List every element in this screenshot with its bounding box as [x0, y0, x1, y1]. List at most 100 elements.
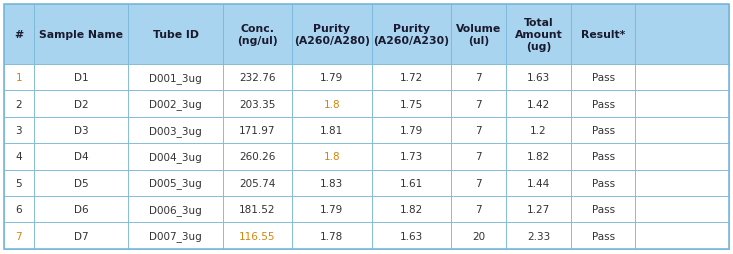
- Text: D005_3ug: D005_3ug: [150, 178, 202, 189]
- Bar: [292, 144, 372, 170]
- Text: 1.8: 1.8: [323, 152, 340, 162]
- Bar: [635, 65, 729, 91]
- Bar: [635, 117, 729, 144]
- Bar: [128, 144, 223, 170]
- Text: D002_3ug: D002_3ug: [150, 99, 202, 110]
- Text: D4: D4: [74, 152, 89, 162]
- Text: 1.75: 1.75: [400, 99, 423, 109]
- Bar: [506, 117, 571, 144]
- Bar: [292, 196, 372, 223]
- Bar: [34, 65, 128, 91]
- Bar: [571, 170, 635, 196]
- Text: 1.81: 1.81: [320, 125, 343, 136]
- Bar: [128, 170, 223, 196]
- Text: Sample Name: Sample Name: [40, 30, 123, 40]
- Bar: [128, 117, 223, 144]
- Bar: [635, 91, 729, 117]
- Bar: [506, 170, 571, 196]
- Text: Pass: Pass: [592, 231, 615, 241]
- Text: 1.82: 1.82: [400, 204, 423, 214]
- Text: Pass: Pass: [592, 204, 615, 214]
- Bar: [571, 65, 635, 91]
- Text: D006_3ug: D006_3ug: [150, 204, 202, 215]
- Bar: [452, 223, 506, 249]
- Bar: [506, 223, 571, 249]
- Text: 1.42: 1.42: [527, 99, 550, 109]
- Text: 181.52: 181.52: [239, 204, 276, 214]
- Text: 2.33: 2.33: [527, 231, 550, 241]
- Text: D003_3ug: D003_3ug: [150, 125, 202, 136]
- Bar: [223, 196, 292, 223]
- Bar: [452, 170, 506, 196]
- Bar: [128, 5, 223, 65]
- Text: 1: 1: [15, 73, 22, 83]
- Text: Conc.
(ng/ul): Conc. (ng/ul): [237, 24, 278, 46]
- Bar: [372, 65, 452, 91]
- Bar: [372, 117, 452, 144]
- Bar: [34, 223, 128, 249]
- Text: Volume
(ul): Volume (ul): [456, 24, 501, 46]
- Bar: [452, 117, 506, 144]
- Bar: [452, 144, 506, 170]
- Bar: [452, 91, 506, 117]
- Bar: [452, 5, 506, 65]
- Bar: [4, 144, 34, 170]
- Bar: [506, 5, 571, 65]
- Bar: [34, 144, 128, 170]
- Text: 5: 5: [15, 178, 22, 188]
- Bar: [452, 65, 506, 91]
- Text: 1.82: 1.82: [527, 152, 550, 162]
- Text: 1.2: 1.2: [530, 125, 547, 136]
- Text: 205.74: 205.74: [239, 178, 276, 188]
- Bar: [635, 144, 729, 170]
- Text: 1.79: 1.79: [320, 73, 343, 83]
- Bar: [372, 144, 452, 170]
- Text: Pass: Pass: [592, 73, 615, 83]
- Bar: [372, 91, 452, 117]
- Bar: [223, 65, 292, 91]
- Text: 116.55: 116.55: [239, 231, 276, 241]
- Bar: [223, 170, 292, 196]
- Text: 7: 7: [475, 204, 482, 214]
- Bar: [34, 196, 128, 223]
- Bar: [635, 196, 729, 223]
- Bar: [128, 91, 223, 117]
- Text: Pass: Pass: [592, 152, 615, 162]
- Bar: [4, 5, 34, 65]
- Bar: [34, 5, 128, 65]
- Text: Tube ID: Tube ID: [152, 30, 199, 40]
- Bar: [223, 144, 292, 170]
- Bar: [571, 223, 635, 249]
- Text: 232.76: 232.76: [239, 73, 276, 83]
- Text: 1.44: 1.44: [527, 178, 550, 188]
- Text: Pass: Pass: [592, 99, 615, 109]
- Text: 7: 7: [475, 125, 482, 136]
- Text: 1.27: 1.27: [527, 204, 550, 214]
- Text: Total
Amount
(ug): Total Amount (ug): [515, 18, 562, 52]
- Bar: [292, 117, 372, 144]
- Text: Purity
(A260/A230): Purity (A260/A230): [374, 24, 449, 46]
- Bar: [128, 223, 223, 249]
- Text: 1.8: 1.8: [323, 99, 340, 109]
- Text: 203.35: 203.35: [239, 99, 276, 109]
- Bar: [128, 65, 223, 91]
- Bar: [4, 170, 34, 196]
- Bar: [506, 65, 571, 91]
- Bar: [506, 196, 571, 223]
- Bar: [34, 170, 128, 196]
- Text: 7: 7: [475, 99, 482, 109]
- Text: 171.97: 171.97: [239, 125, 276, 136]
- Text: 1.79: 1.79: [400, 125, 423, 136]
- Text: 1.83: 1.83: [320, 178, 343, 188]
- Text: D001_3ug: D001_3ug: [150, 73, 202, 83]
- Text: #: #: [15, 30, 23, 40]
- Bar: [571, 91, 635, 117]
- Text: D7: D7: [74, 231, 89, 241]
- Text: 1.63: 1.63: [400, 231, 423, 241]
- Bar: [223, 223, 292, 249]
- Bar: [4, 117, 34, 144]
- Text: D3: D3: [74, 125, 89, 136]
- Bar: [571, 196, 635, 223]
- Text: D1: D1: [74, 73, 89, 83]
- Bar: [128, 196, 223, 223]
